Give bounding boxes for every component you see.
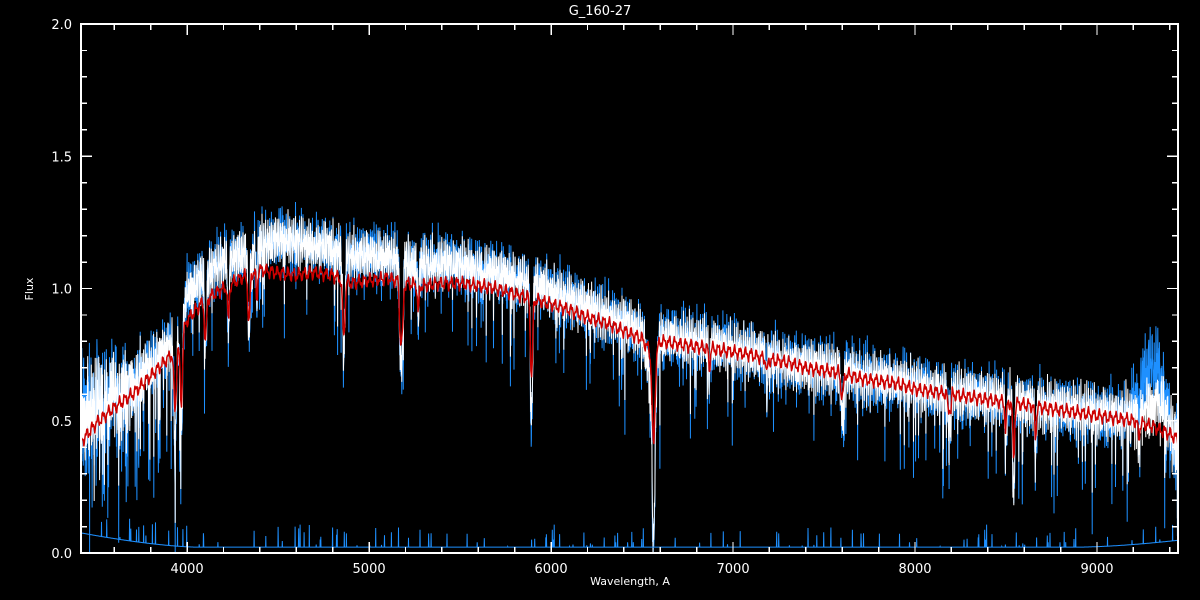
- x-tick-label: 5000: [353, 562, 386, 577]
- y-tick-label: 1.5: [51, 150, 72, 165]
- y-axis-label: Flux: [23, 277, 36, 300]
- x-tick-label: 9000: [1080, 562, 1113, 577]
- model-fit-line: [80, 263, 1179, 459]
- y-tick-label: 1.0: [51, 283, 72, 298]
- data-series-layer: [80, 201, 1179, 554]
- y-tick-label: 2.0: [51, 18, 72, 33]
- x-tick-label: 8000: [898, 562, 931, 577]
- error-spectrum-line: [80, 518, 1178, 548]
- y-tick-label: 0.0: [51, 547, 72, 562]
- comparison-spectrum-line: [80, 209, 1179, 554]
- tick-labels-layer: 4000 5000 6000 7000 8000 9000 0.0 0.5 1.0 1.5 2.0: [51, 18, 1113, 577]
- plot-title: G_160-27: [569, 4, 632, 19]
- x-axis-label: Wavelength, A: [590, 575, 670, 588]
- x-tick-label: 4000: [171, 562, 204, 577]
- y-tick-label: 0.5: [51, 415, 72, 430]
- axes-layer: [80, 23, 1179, 554]
- x-tick-label: 7000: [717, 562, 750, 577]
- x-tick-label: 6000: [535, 562, 568, 577]
